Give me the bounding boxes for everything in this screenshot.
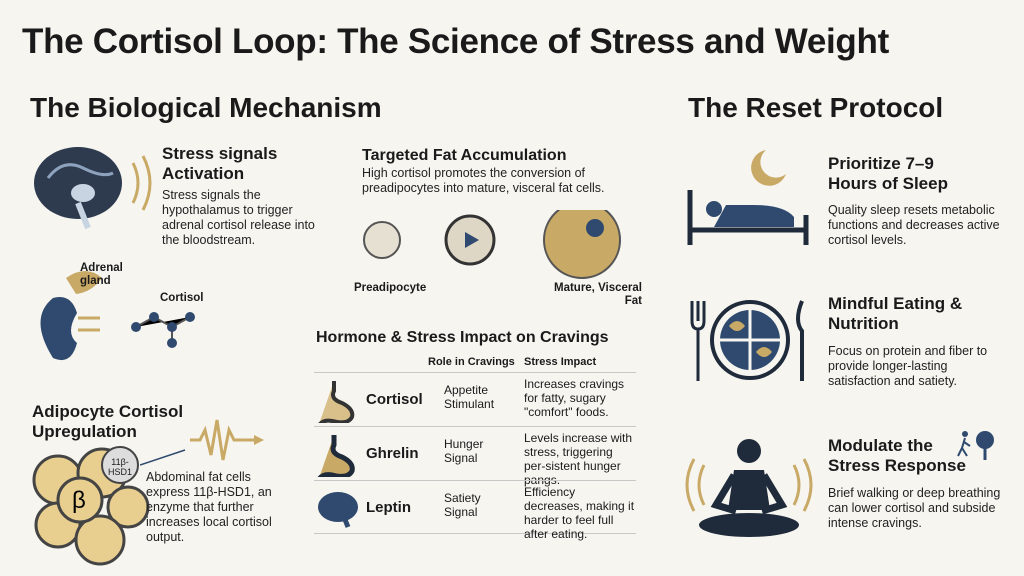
brain-icon xyxy=(318,492,358,528)
adipocyte-title: Adipocyte Cortisol Upregulation xyxy=(32,402,184,441)
fat-title: Targeted Fat Accumulation xyxy=(362,147,567,164)
fat-cell-progression-icon xyxy=(363,210,621,279)
section-heading-reset: The Reset Protocol xyxy=(688,92,944,123)
table-row: Leptin Satiety Signal Efficiency decreas… xyxy=(314,480,636,541)
beta-symbol: β xyxy=(72,487,86,514)
hormone-role: Appetite Stimulant xyxy=(444,383,495,411)
hormone-role: Hunger Signal xyxy=(444,437,484,465)
preadipocyte-label: Preadipocyte xyxy=(354,282,427,294)
adrenal-label: Adrenal gland xyxy=(80,262,123,287)
sleep-bed-icon xyxy=(687,150,809,245)
mature-fat-label: Mature, Visceral Fat xyxy=(553,282,642,307)
stomach-dark-icon xyxy=(317,435,355,477)
page-title: The Cortisol Loop: The Science of Stress… xyxy=(22,22,889,61)
cortisol-signal-wave-icon xyxy=(140,419,264,466)
sleep-body: Quality sleep resets metabolic functions… xyxy=(828,203,1000,247)
activation-title: Stress signals Activation xyxy=(162,144,278,183)
table-header-role: Role in Cravings xyxy=(428,356,515,368)
table-row: Ghrelin Hunger Signal Levels increase wi… xyxy=(314,426,636,487)
hormone-name: Leptin xyxy=(366,499,411,516)
stomach-icon xyxy=(318,381,355,423)
stress-body: Brief walking or deep breathing can lowe… xyxy=(828,486,1001,530)
enzyme-label: 11β-HSD1 xyxy=(107,457,132,477)
adipocyte-body: Abdominal fat cells express 11β-HSD1, an… xyxy=(146,470,272,544)
adrenal-kidney-icon xyxy=(40,271,102,361)
hormone-name: Ghrelin xyxy=(366,445,419,462)
meditation-icon xyxy=(685,439,813,537)
stress-title: Modulate the Stress Response xyxy=(828,436,966,475)
hormone-impact: Increases cravings for fatty, sugary "co… xyxy=(524,377,625,419)
sleep-title: Prioritize 7–9 Hours of Sleep xyxy=(828,154,948,193)
cravings-table-title: Hormone & Stress Impact on Cravings xyxy=(316,329,609,346)
table-header-impact: Stress Impact xyxy=(524,356,597,368)
fat-body: High cortisol promotes the conversion of… xyxy=(362,166,605,195)
hormone-name: Cortisol xyxy=(366,391,423,408)
nutrition-title: Mindful Eating & Nutrition xyxy=(828,294,963,333)
hormone-impact: Efficiency decreases, making it harder t… xyxy=(524,485,635,541)
hormone-role: Satiety Signal xyxy=(444,491,481,519)
cortisol-molecule-icon xyxy=(131,312,195,348)
cortisol-label: Cortisol xyxy=(160,292,204,304)
hormone-impact: Levels increase with stress, triggering … xyxy=(524,431,633,487)
enzyme-badge xyxy=(101,446,139,484)
plate-icon xyxy=(690,300,804,381)
activation-body: Stress signals the hypothalamus to trigg… xyxy=(162,188,315,247)
brain-icon xyxy=(34,147,152,230)
nutrition-body: Focus on protein and fiber to provide lo… xyxy=(828,344,988,388)
section-heading-mechanism: The Biological Mechanism xyxy=(30,92,382,123)
table-row: Cortisol Appetite Stimulant Increases cr… xyxy=(314,372,636,426)
walking-tree-icon xyxy=(957,431,994,460)
